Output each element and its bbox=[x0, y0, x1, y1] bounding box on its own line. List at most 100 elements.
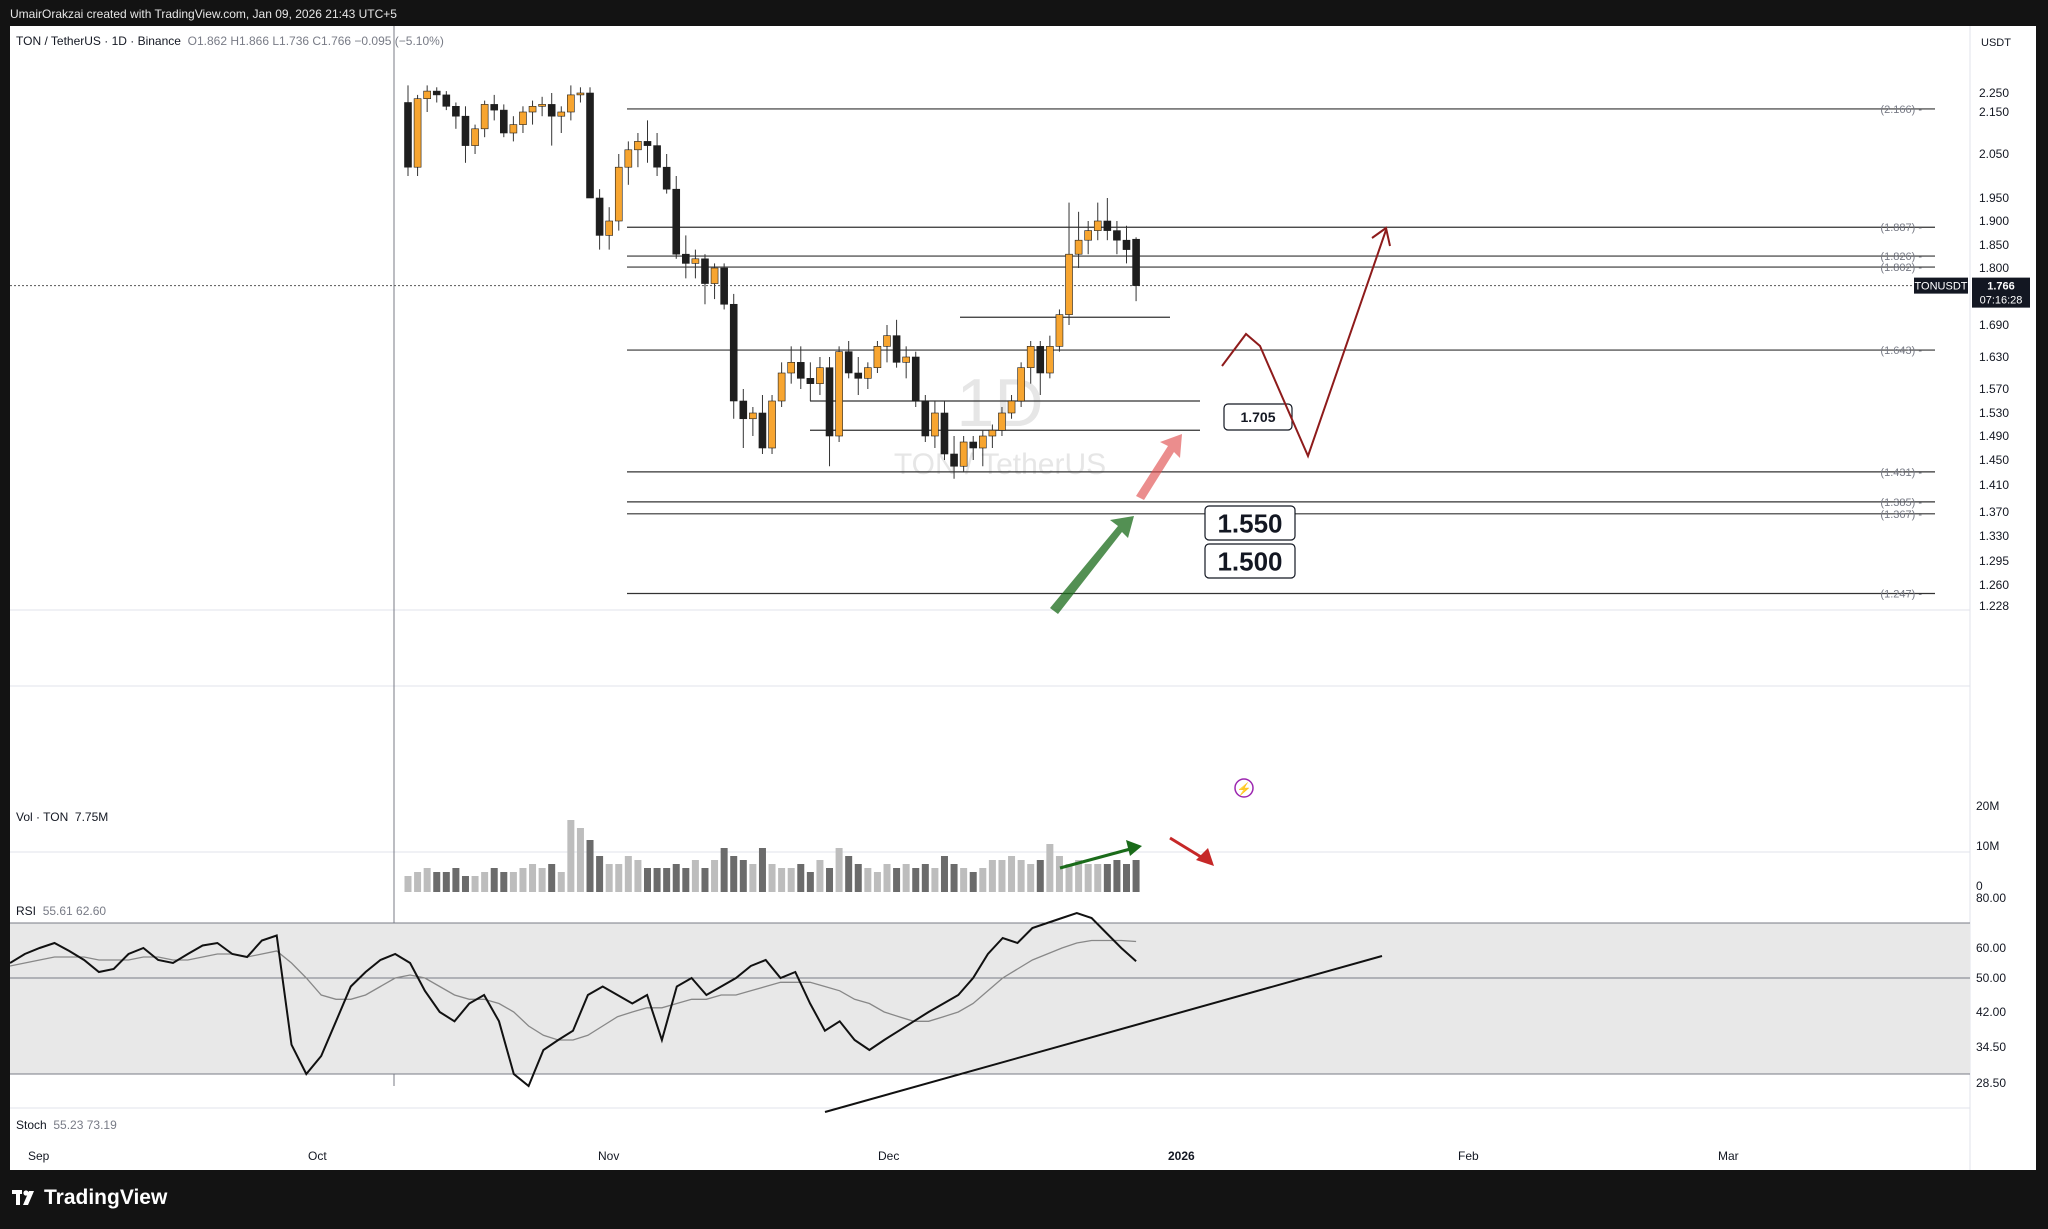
volume-bar bbox=[471, 876, 479, 892]
volume-bar bbox=[854, 864, 862, 892]
chart-panel[interactable]: 1D TON / TetherUS (2.166) - (1.887) - (1.82… bbox=[10, 26, 2036, 1170]
volume-bar bbox=[615, 864, 623, 892]
candle-body bbox=[538, 104, 546, 107]
volume-bar bbox=[1008, 856, 1016, 892]
volume-bar bbox=[452, 868, 460, 892]
candle-body bbox=[490, 104, 499, 111]
volume-bar bbox=[634, 860, 642, 892]
currency-label: USDT bbox=[1981, 37, 2011, 49]
level-label: (1.802) - bbox=[1880, 262, 1922, 274]
volume-bar bbox=[835, 848, 843, 892]
volume-bar bbox=[998, 860, 1006, 892]
level-label: (1.887) - bbox=[1880, 222, 1922, 234]
price-tick: 1.260 bbox=[1979, 578, 2009, 592]
volume-bar bbox=[1113, 860, 1121, 892]
price-tick: 1.410 bbox=[1979, 478, 2009, 492]
tradingview-logo-icon bbox=[12, 1190, 34, 1205]
volume-bar bbox=[1132, 860, 1140, 892]
candle-body bbox=[701, 258, 709, 284]
symbol-legend[interactable]: TON / TetherUS · 1D · Binance O1.862 H1.… bbox=[16, 34, 444, 48]
candle-body bbox=[873, 346, 882, 368]
candle-body bbox=[595, 197, 604, 236]
candle-body bbox=[729, 303, 738, 402]
label-1500-box bbox=[1204, 543, 1296, 579]
time-tick: Oct bbox=[308, 1149, 327, 1163]
rsi-tick: 60.00 bbox=[1976, 941, 2006, 955]
level-label: (2.166) - bbox=[1880, 104, 1922, 116]
volume-bar bbox=[883, 864, 891, 892]
candle-body bbox=[806, 378, 815, 384]
candle-body bbox=[749, 412, 757, 420]
price-tick: 2.150 bbox=[1979, 105, 2009, 119]
candle-body bbox=[998, 412, 1006, 431]
candle-body bbox=[528, 106, 537, 113]
candle-body bbox=[624, 149, 633, 168]
volume-bar bbox=[691, 860, 699, 892]
volume-bar bbox=[873, 872, 881, 892]
candle-body bbox=[1103, 220, 1112, 231]
volume-bar bbox=[653, 868, 661, 892]
volume-bar bbox=[1075, 860, 1083, 892]
volume-bar bbox=[845, 856, 853, 892]
symbol-title[interactable]: TON / TetherUS · 1D · Binance bbox=[16, 34, 181, 48]
candle-body bbox=[854, 372, 863, 379]
volume-bar bbox=[739, 860, 747, 892]
countdown: 07:16:28 bbox=[1980, 295, 2023, 307]
candle-body bbox=[1026, 346, 1035, 368]
candle-body bbox=[413, 98, 422, 168]
volume-bar bbox=[749, 864, 757, 892]
rsi-band bbox=[10, 923, 1970, 1074]
volume-bar bbox=[720, 848, 728, 892]
ohlc-values: O1.862 H1.866 L1.736 C1.766 −0.095 (−5.1… bbox=[187, 34, 444, 48]
candle-body bbox=[1132, 238, 1140, 286]
volume-bar bbox=[797, 864, 805, 892]
rsi-tick: 28.50 bbox=[1976, 1076, 2006, 1090]
tradingview-logo[interactable]: TradingView bbox=[12, 1186, 167, 1210]
rsi-legend[interactable]: RSI 55.61 62.60 bbox=[16, 904, 106, 918]
volume-bar bbox=[672, 864, 680, 892]
candle-body bbox=[682, 253, 690, 264]
volume-bar bbox=[806, 872, 814, 892]
volume-bar bbox=[1027, 864, 1035, 892]
stoch-legend[interactable]: Stoch 55.23 73.19 bbox=[16, 1118, 117, 1132]
lightning-icon bbox=[1234, 778, 1254, 798]
volume-bar bbox=[1046, 844, 1054, 892]
volume-bar bbox=[816, 860, 824, 892]
candle-body bbox=[825, 367, 834, 437]
candle-body bbox=[653, 145, 661, 168]
volume-bar bbox=[423, 868, 431, 892]
candle-body bbox=[423, 90, 431, 99]
candle-body bbox=[662, 166, 671, 190]
volume-bar bbox=[758, 848, 766, 892]
candle-body bbox=[461, 115, 470, 146]
candle-body bbox=[509, 124, 518, 134]
price-tick: 1.330 bbox=[1979, 529, 2009, 543]
candle-body bbox=[1055, 314, 1064, 347]
candle-body bbox=[988, 429, 997, 437]
volume-bar bbox=[768, 864, 776, 892]
candle-body bbox=[758, 412, 767, 449]
rsi-tick: 34.50 bbox=[1976, 1040, 2006, 1054]
volume-bar bbox=[644, 868, 651, 892]
candle-body bbox=[921, 400, 930, 437]
price-tick: 1.295 bbox=[1979, 554, 2009, 568]
level-label: (1.431) - bbox=[1880, 467, 1922, 479]
volume-bar bbox=[576, 828, 584, 892]
candle-body bbox=[1036, 346, 1045, 374]
price-tick: 1.800 bbox=[1979, 261, 2009, 275]
volume-legend[interactable]: Vol · TON 7.75M bbox=[16, 810, 108, 824]
level-label: (1.247) - bbox=[1880, 589, 1922, 601]
candle-body bbox=[691, 258, 700, 264]
candle-body bbox=[720, 267, 728, 305]
candle-body bbox=[1122, 239, 1131, 250]
price-tick: 1.690 bbox=[1979, 318, 2009, 332]
volume-bar bbox=[1084, 864, 1092, 892]
price-tick: 1.630 bbox=[1979, 350, 2009, 364]
candle-body bbox=[787, 362, 796, 374]
price-tick: 1.450 bbox=[1979, 453, 2009, 467]
volume-bar bbox=[624, 856, 632, 892]
volume-bar bbox=[481, 872, 489, 892]
candle-body bbox=[576, 92, 585, 96]
candle-body bbox=[931, 412, 939, 437]
